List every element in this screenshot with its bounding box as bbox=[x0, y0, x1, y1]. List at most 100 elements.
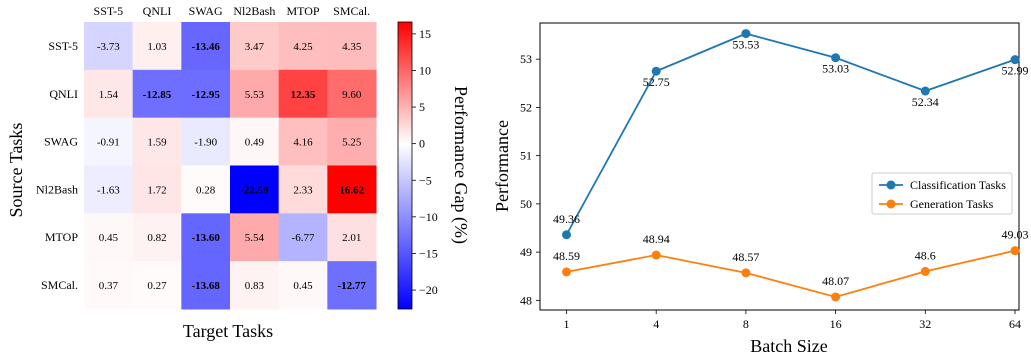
heatmap-cell bbox=[327, 261, 377, 310]
heatmap-cell-value: 2.01 bbox=[342, 232, 361, 244]
heatmap-cell bbox=[327, 22, 377, 71]
heatmap-cell bbox=[181, 117, 231, 166]
heatmap-cell bbox=[84, 117, 134, 166]
series-point bbox=[920, 86, 930, 96]
colorbar-tick-label: −20 bbox=[419, 283, 438, 297]
heatmap-cell-value: -3.73 bbox=[97, 41, 120, 53]
heatmap-cell bbox=[84, 213, 134, 262]
x-tick-label: 8 bbox=[743, 317, 749, 331]
series-point bbox=[562, 230, 571, 240]
series-point bbox=[831, 53, 841, 63]
heatmap-cell-value: 4.35 bbox=[342, 41, 362, 53]
x-tick-label: 32 bbox=[919, 317, 931, 331]
heatmap-cell-value: 4.25 bbox=[293, 41, 313, 53]
line-chart-x-axis-label: Batch Size bbox=[750, 336, 827, 356]
heatmap-cell-value: -6.77 bbox=[292, 232, 315, 244]
heatmap-row-label: SMCal. bbox=[41, 278, 78, 292]
y-tick-label: 49 bbox=[520, 245, 532, 259]
heatmap-cell bbox=[230, 165, 280, 214]
series-point bbox=[741, 268, 751, 278]
heatmap-cell-value: 0.37 bbox=[99, 280, 119, 292]
heatmap-cell bbox=[278, 69, 328, 119]
heatmap-cell-value: 1.72 bbox=[147, 184, 166, 196]
heatmap-cell bbox=[132, 165, 182, 214]
heatmap-cell bbox=[181, 261, 231, 310]
heatmap-row-label: QNLI bbox=[49, 87, 78, 101]
series-point bbox=[651, 250, 661, 260]
heatmap-cell-value: 16.62 bbox=[339, 184, 364, 196]
colorbar-tick-label: 10 bbox=[419, 63, 431, 77]
heatmap-cell-value: -13.46 bbox=[191, 41, 220, 53]
heatmap-cell-value: -13.68 bbox=[191, 280, 220, 292]
heatmap-cell bbox=[181, 69, 231, 119]
colorbar-tick-label: 15 bbox=[419, 27, 431, 41]
heatmap-panel: -3.73 1.03 -13.46 3.47 4.25 4.35 1.54 -12.85 -12… bbox=[6, 4, 377, 341]
heatmap-cell-value: -1.63 bbox=[97, 184, 120, 196]
heatmap-cell-value: 0.45 bbox=[99, 232, 119, 244]
heatmap-cell-value: 0.83 bbox=[245, 280, 265, 292]
series-point bbox=[651, 66, 661, 76]
heatmap-cell-value: 0.49 bbox=[245, 137, 265, 149]
line-chart-y-ticks: 48 49 50 51 52 53 bbox=[520, 52, 540, 307]
line-chart-y-axis-label: Performance bbox=[492, 120, 512, 212]
heatmap-cell bbox=[327, 69, 377, 119]
heatmap-cell bbox=[278, 117, 328, 166]
line-chart-series: 49.36 52.75 53.53 53.03 52.34 52.99 48.59 48.94… bbox=[553, 29, 1029, 302]
heatmap-cell-value: 5.25 bbox=[342, 137, 362, 149]
heatmap-column-label: Nl2Bash bbox=[233, 4, 275, 18]
heatmap-cell-value: -12.85 bbox=[143, 89, 172, 101]
legend-generation-label: Generation Tasks bbox=[910, 197, 994, 211]
heatmap-cell bbox=[181, 213, 231, 262]
heatmap-row-label: MTOP bbox=[45, 230, 78, 244]
heatmap-row-labels: SST-5 QNLI SWAG Nl2Bash MTOP SMCal. bbox=[36, 39, 78, 292]
heatmap-row-label: SST-5 bbox=[48, 39, 78, 53]
colorbar-tick-label: −15 bbox=[419, 246, 438, 260]
colorbar-gradient bbox=[397, 21, 413, 310]
heatmap-x-axis-label: Target Tasks bbox=[183, 321, 273, 341]
heatmap-cell bbox=[181, 165, 231, 214]
heatmap-cell-value: 1.03 bbox=[147, 41, 167, 53]
line-chart-x-ticks: 1 4 8 16 32 64 bbox=[564, 310, 1021, 331]
data-label: 49.36 bbox=[553, 212, 580, 226]
series-point bbox=[741, 29, 751, 39]
colorbar-tick-label: −5 bbox=[419, 173, 432, 187]
heatmap-column-label: QNLI bbox=[143, 4, 172, 18]
legend: Classification Tasks Generation Tasks bbox=[871, 172, 1013, 215]
heatmap-column-label: MTOP bbox=[286, 4, 319, 18]
heatmap-cell bbox=[132, 117, 182, 166]
heatmap-column-label: SWAG bbox=[189, 4, 223, 18]
heatmap-cell bbox=[132, 261, 182, 310]
legend-classification-label: Classification Tasks bbox=[910, 178, 1006, 192]
heatmap-column-label: SMCal. bbox=[333, 4, 370, 18]
heatmap-cell-value: -13.60 bbox=[191, 232, 220, 244]
heatmap-cell-value: 0.45 bbox=[293, 280, 313, 292]
heatmap-column-labels: SST-5 QNLI SWAG Nl2Bash MTOP SMCal. bbox=[94, 4, 371, 18]
heatmap-cell bbox=[181, 22, 231, 71]
heatmap-cell-value: 2.33 bbox=[293, 184, 313, 196]
x-tick-label: 4 bbox=[653, 317, 659, 331]
series-point bbox=[562, 267, 571, 277]
heatmap-cell bbox=[327, 165, 377, 214]
x-tick-label: 16 bbox=[830, 317, 842, 331]
heatmap-cell bbox=[132, 69, 182, 119]
y-tick-label: 53 bbox=[520, 52, 532, 66]
heatmap-cell-value: -22.59 bbox=[240, 184, 269, 196]
heatmap-cell bbox=[84, 69, 134, 119]
colorbar-tick-label: 5 bbox=[419, 100, 425, 114]
heatmap-cell bbox=[230, 213, 280, 262]
data-label: 53.53 bbox=[732, 38, 759, 52]
heatmap-row-label: SWAG bbox=[44, 135, 78, 149]
heatmap-cell-value: 0.82 bbox=[147, 232, 166, 244]
heatmap-cell-value: 1.59 bbox=[147, 137, 167, 149]
data-label: 49.03 bbox=[1002, 228, 1029, 242]
y-tick-label: 48 bbox=[520, 293, 532, 307]
heatmap-cell-value: -12.95 bbox=[191, 89, 220, 101]
y-tick-label: 51 bbox=[520, 149, 532, 163]
heatmap-cell-value: 0.27 bbox=[147, 280, 167, 292]
heatmap-cell bbox=[327, 213, 377, 262]
data-label: 48.07 bbox=[822, 274, 849, 288]
heatmap-cell-value: 3.47 bbox=[245, 41, 265, 53]
y-tick-label: 52 bbox=[520, 100, 532, 114]
series-line bbox=[566, 249, 1016, 298]
